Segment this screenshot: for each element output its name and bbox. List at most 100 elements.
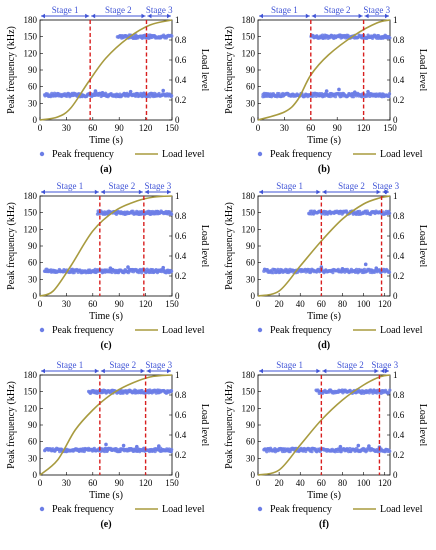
- y-tick-label: 60: [28, 82, 38, 92]
- y2-tick-label: 0.4: [393, 251, 405, 261]
- legend-load-label: Load level: [380, 325, 423, 336]
- peak-frequency-point: [363, 262, 368, 267]
- stage-label: Stage 1: [271, 5, 298, 15]
- stage-arrow-head: [358, 13, 363, 19]
- peak-frequency-point: [93, 89, 98, 93]
- y2-tick-label: 0.6: [175, 410, 187, 420]
- y-tick-label: 90: [28, 420, 38, 430]
- y2-tick-label: 1: [175, 191, 180, 201]
- x-tick-label: 60: [88, 123, 98, 133]
- peak-frequency-point: [353, 90, 357, 95]
- stage-label: Stage 1: [57, 360, 84, 370]
- y2-tick-label: 0.6: [175, 231, 187, 241]
- x-tick-label: 90: [333, 123, 343, 133]
- stage-arrow-head: [146, 368, 151, 374]
- peak-frequency-point: [338, 444, 343, 449]
- legend-peak-marker: [257, 327, 263, 333]
- y-tick-label: 30: [246, 453, 256, 463]
- stage-label: Stage 1: [52, 5, 79, 15]
- x-tick-label: 20: [275, 478, 285, 488]
- y-tick-label: 120: [242, 403, 256, 413]
- stage-arrow-head: [385, 189, 389, 195]
- x-tick-label: 150: [165, 123, 179, 133]
- x-tick-label: 20: [275, 299, 285, 309]
- panel-b: 0 30 60 90 120 150 180 0 0.2 0.4 0.6 0.8 1 0 30 60 90 120…: [224, 5, 428, 175]
- peak-frequency-point: [337, 87, 341, 92]
- peak-frequency-point: [104, 442, 108, 447]
- x-tick-label: 120: [357, 123, 371, 133]
- peak-frequency-point: [169, 389, 174, 393]
- panel-a: 0 30 60 90 120 150 180 0 0.2 0.4 0.6 0.8 1 0 30 60 90 120…: [6, 5, 210, 175]
- load-level-line: [39, 19, 173, 121]
- legend-peak-label: Peak frequency: [270, 325, 332, 336]
- peak-frequency-point: [170, 34, 174, 38]
- y2-tick-label: 0: [393, 470, 398, 480]
- y2-tick-label: 0.8: [393, 211, 405, 221]
- y-tick-label: 30: [246, 98, 256, 108]
- stage-arrow-head: [364, 13, 369, 19]
- stage-label: Stage 3: [145, 360, 172, 370]
- y2-tick-label: 0: [393, 291, 398, 301]
- y-tick-label: 150: [242, 208, 256, 218]
- x-tick-label: 90: [115, 299, 125, 309]
- stage-arrow-head: [167, 13, 171, 19]
- panel-d: 0 30 60 90 120 150 180 0 0.2 0.4 0.6 0.8 1 0 20 40 60 80 1…: [224, 181, 428, 351]
- peak-frequency-point: [386, 391, 391, 395]
- stage-arrow-head: [94, 189, 99, 195]
- stage-arrow-head: [100, 368, 105, 374]
- y-tick-label: 120: [24, 224, 38, 234]
- stage-arrow-head: [41, 368, 45, 374]
- stage-arrow-head: [41, 13, 45, 19]
- legend-peak-marker: [39, 327, 45, 333]
- load-level-line: [257, 195, 391, 297]
- y2-tick-label: 0.2: [393, 95, 404, 105]
- stage-arrow-head: [385, 13, 389, 19]
- stage-arrow-head: [305, 13, 310, 19]
- stage-arrow-head: [94, 368, 99, 374]
- y2-tick-label: 0.2: [175, 95, 186, 105]
- legend-peak-marker: [257, 506, 263, 512]
- peak-frequency-point: [371, 391, 375, 395]
- x-tick-label: 60: [88, 478, 98, 488]
- x-tick-label: 120: [139, 299, 153, 309]
- peak-frequency-point: [169, 94, 174, 98]
- x-axis-label: Time (s): [89, 311, 123, 322]
- y2-tick-label: 0.4: [175, 75, 187, 85]
- peak-frequency-point: [161, 88, 165, 93]
- y2-tick-label: 0.2: [175, 450, 186, 460]
- y-tick-label: 30: [28, 274, 38, 284]
- x-tick-label: 150: [383, 123, 397, 133]
- y2-tick-label: 0.8: [175, 390, 187, 400]
- stage-label: Stage 2: [337, 360, 364, 370]
- stage-arrow-head: [140, 368, 145, 374]
- y2-tick-label: 1: [393, 191, 398, 201]
- x-axis-label: Time (s): [89, 490, 123, 501]
- peak-frequency-point: [169, 447, 174, 452]
- panel-label: (e): [100, 519, 111, 530]
- y2-tick-label: 0.8: [393, 390, 405, 400]
- legend-load-label: Load level: [162, 325, 205, 336]
- panel-c: 0 30 60 90 120 150 180 0 0.2 0.4 0.6 0.8 1 0 30 60 90 120…: [6, 181, 210, 351]
- y2-tick-label: 0.2: [393, 450, 404, 460]
- x-tick-label: 100: [357, 299, 371, 309]
- y-tick-label: 60: [246, 258, 256, 268]
- x-tick-label: 90: [115, 123, 125, 133]
- peak-frequency-point: [142, 91, 146, 96]
- legend-peak-label: Peak frequency: [270, 149, 332, 160]
- y-tick-label: 150: [24, 387, 38, 397]
- y-tick-label: 180: [24, 191, 38, 201]
- legend-peak-marker: [39, 506, 45, 512]
- x-tick-label: 30: [62, 123, 72, 133]
- y2-tick-label: 0.2: [393, 271, 404, 281]
- legend-load-label: Load level: [380, 149, 423, 160]
- y2-tick-label: 0.6: [393, 410, 405, 420]
- peak-frequency-point: [135, 444, 139, 449]
- stage-arrow-head: [167, 368, 171, 374]
- stage-arrow-head: [147, 13, 152, 19]
- y2-tick-label: 0: [175, 115, 180, 125]
- peak-frequency-point: [374, 266, 379, 271]
- peak-frequency-point: [271, 270, 275, 275]
- legend-peak-marker: [39, 151, 45, 157]
- y-tick-label: 60: [28, 258, 38, 268]
- peak-frequency-point: [387, 211, 392, 215]
